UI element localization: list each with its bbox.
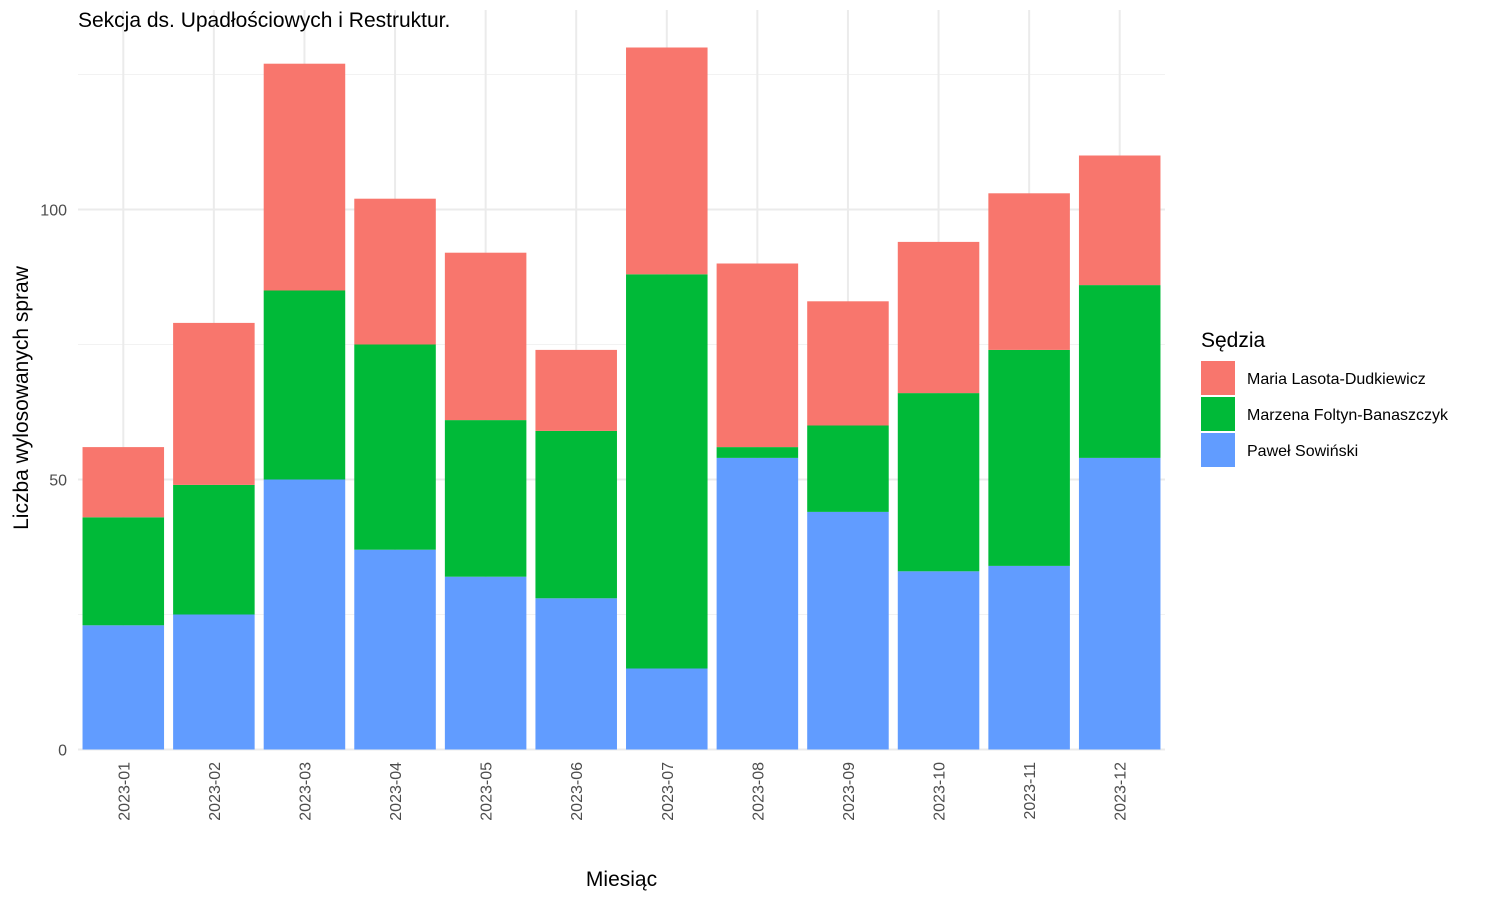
bar-segment (263, 290, 346, 480)
y-axis-label: Liczba wylosowanych spraw (10, 265, 33, 530)
x-tick-label: 2023-01 (116, 762, 133, 821)
x-tick-label: 2023-04 (388, 762, 405, 821)
y-tick-label: 50 (49, 473, 67, 490)
bar-segment (897, 241, 980, 394)
bar-segment (444, 252, 527, 421)
y-tick-label: 0 (58, 743, 67, 760)
legend-label: Marzena Foltyn-Banaszczyk (1247, 407, 1449, 424)
bar-segment (807, 301, 889, 426)
bar-segment (354, 344, 436, 550)
legend-key (1201, 433, 1235, 467)
bar-segment (988, 193, 1070, 350)
bar-segment (444, 576, 527, 750)
legend-label: Maria Lasota-Dudkiewicz (1247, 371, 1426, 388)
bar-segment (807, 511, 889, 750)
bar-segment (173, 322, 255, 485)
bar-segment (716, 263, 799, 448)
bar-segment (626, 47, 708, 275)
bar-segment (716, 457, 799, 750)
chart-title: Sekcja ds. Upadłościowych i Restruktur. (78, 9, 450, 32)
x-tick-label: 2023-09 (841, 762, 858, 821)
bar-segment (82, 517, 165, 626)
x-tick-label: 2023-08 (750, 762, 767, 821)
bar-segment (1078, 457, 1161, 750)
bar-segment (354, 198, 436, 345)
bar-segment (354, 549, 436, 750)
bar-segment (444, 420, 527, 577)
legend-label: Paweł Sowiński (1247, 443, 1358, 460)
bar-segment (1078, 285, 1161, 458)
bar-segment (626, 668, 708, 750)
bar-segment (535, 349, 617, 431)
legend-key (1201, 397, 1235, 431)
x-tick-label: 2023-06 (569, 762, 586, 821)
x-tick-label: 2023-05 (479, 762, 496, 821)
x-axis-label: Miesiąc (586, 868, 657, 891)
bar-segment (897, 393, 980, 572)
axis-layer: 0 50 100 2023-01 2023-02 2023-03 2023-04 2023-0… (40, 203, 1129, 821)
bar-segment (988, 565, 1070, 750)
x-tick-label: 2023-10 (932, 762, 949, 821)
y-tick-label: 100 (40, 203, 67, 220)
bar-segment (82, 447, 165, 518)
x-tick-label: 2023-07 (660, 762, 677, 821)
bar-segment (535, 598, 617, 750)
bar-segment (897, 571, 980, 750)
bars-layer (82, 47, 1161, 750)
bar-segment (82, 625, 165, 750)
x-tick-label: 2023-12 (1113, 762, 1130, 821)
bar-segment (807, 425, 889, 512)
bar-segment (1078, 155, 1161, 286)
bar-segment (988, 349, 1070, 566)
legend-key (1201, 361, 1235, 395)
legend: Sędzia Maria Lasota-Dudkiewicz Marzena Fo… (1201, 329, 1449, 467)
bar-segment (173, 614, 255, 750)
bar-segment (716, 447, 799, 458)
x-tick-label: 2023-11 (1022, 762, 1039, 820)
x-tick-label: 2023-03 (297, 762, 314, 821)
bar-segment (263, 63, 346, 291)
bar-segment (173, 484, 255, 615)
bar-segment (263, 479, 346, 750)
bar-segment (626, 274, 708, 669)
legend-title: Sędzia (1201, 329, 1266, 352)
bar-segment (535, 430, 617, 599)
x-tick-label: 2023-02 (207, 762, 224, 821)
